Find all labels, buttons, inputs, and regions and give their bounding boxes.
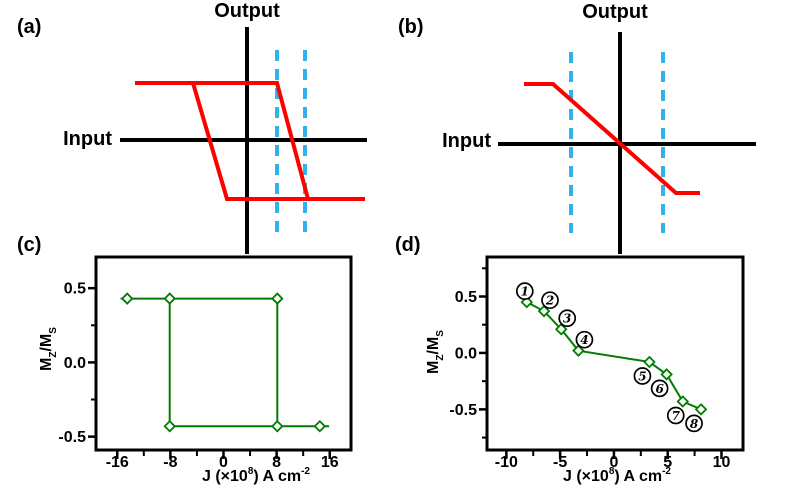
y-tick-label: 0.5: [455, 289, 477, 306]
x-tick-label: 10: [713, 454, 731, 471]
state-number: 5: [638, 369, 646, 383]
x-tick-label: -10: [495, 454, 518, 471]
state-number: 3: [563, 312, 571, 326]
panel-c-y-axis-label: MZ/MS: [38, 294, 60, 404]
state-number-circle: [685, 414, 703, 433]
diamond-marker: [163, 419, 176, 433]
y-tick-label: 0.0: [64, 355, 86, 372]
diamond-marker: [537, 304, 551, 318]
down-sweep-branch: [135, 81, 310, 200]
x-tick-label: -5: [553, 454, 567, 471]
panel-b-tag: (b): [398, 16, 424, 38]
state-number: 2: [545, 294, 554, 308]
y-tick-label: -0.5: [58, 429, 86, 446]
diamond-marker: [643, 355, 656, 369]
panel-b-input-label: Input: [442, 130, 491, 152]
state-number-circle: [575, 330, 594, 349]
ylabel-text: M: [38, 357, 55, 371]
panel-d-y-axis-label: MZ/MS: [425, 297, 447, 407]
up-sweep-branch: [191, 82, 365, 201]
diamond-marker: [572, 344, 585, 357]
state-number-circle: [541, 291, 559, 310]
state-number-circle: [650, 379, 669, 398]
ylabel-subscript: S: [435, 330, 446, 337]
x-tick-label: 0: [219, 454, 228, 471]
x-tick-label: 8: [272, 454, 281, 471]
ylabel-text: M: [425, 360, 442, 374]
ylabel-subscript: Z: [435, 354, 446, 361]
xlabel-text: J (×10: [563, 468, 609, 485]
state-number: 1: [521, 285, 529, 299]
panel-a-output-label: Output: [214, 0, 280, 22]
diamond-marker: [554, 322, 568, 336]
diamond-marker: [163, 292, 176, 305]
diamond-marker: [660, 368, 673, 381]
xlabel-text: ) A cm: [253, 468, 302, 485]
diamond-marker: [313, 419, 327, 433]
diamond-marker: [120, 292, 134, 305]
diamond-marker: [271, 292, 284, 305]
state-number-circle: [558, 309, 577, 328]
diamond-marker: [676, 395, 690, 408]
y-tick-label: -0.5: [449, 402, 477, 419]
panel-c-x-axis-label: J (×108) A cm-2: [156, 466, 356, 486]
plot-frame: [94, 255, 353, 452]
y-tick-label: 0.0: [455, 345, 477, 362]
panel-d-x-axis-label: J (×108) A cm-2: [517, 466, 717, 486]
diamond-marker: [694, 403, 708, 416]
x-tick-label: 0: [609, 454, 618, 471]
ylabel-subscript: S: [48, 327, 59, 334]
ylabel-text: /M: [38, 333, 55, 352]
state-number-circle: [515, 282, 534, 300]
xlabel-exponent: 8: [608, 466, 615, 477]
xlabel-text: ) A cm: [614, 468, 663, 485]
state-number: 8: [690, 417, 699, 431]
diamond-marker: [520, 295, 534, 309]
panel-c-tag: (c): [17, 234, 42, 256]
xlabel-exponent: -2: [662, 466, 671, 477]
x-tick-label: 16: [321, 454, 339, 471]
panel-b-output-label: Output: [582, 1, 648, 23]
x-tick-label: 5: [663, 454, 672, 471]
state-number: 4: [580, 333, 588, 347]
panel-a-tag: (a): [17, 16, 42, 38]
panel-d-tag: (d): [395, 234, 421, 256]
diamond-marker: [271, 419, 284, 433]
y-tick-label: 0.5: [64, 281, 86, 298]
intermediate-states-line: [526, 301, 702, 411]
ylabel-text: /M: [425, 336, 442, 355]
state-number-circle: [666, 406, 685, 425]
xlabel-text: J (×10: [202, 468, 248, 485]
ylabel-subscript: Z: [48, 351, 59, 358]
panel-a-input-label: Input: [63, 128, 112, 150]
x-tick-label: -8: [163, 454, 177, 471]
transfer-curve: [524, 82, 700, 195]
state-number-circle: [633, 367, 652, 385]
xlabel-exponent: -2: [301, 466, 310, 477]
xlabel-exponent: 8: [247, 466, 254, 477]
state-number: 6: [655, 382, 664, 396]
plot-frame: [485, 255, 745, 452]
state-number: 7: [672, 409, 681, 423]
x-tick-label: -16: [106, 454, 129, 471]
